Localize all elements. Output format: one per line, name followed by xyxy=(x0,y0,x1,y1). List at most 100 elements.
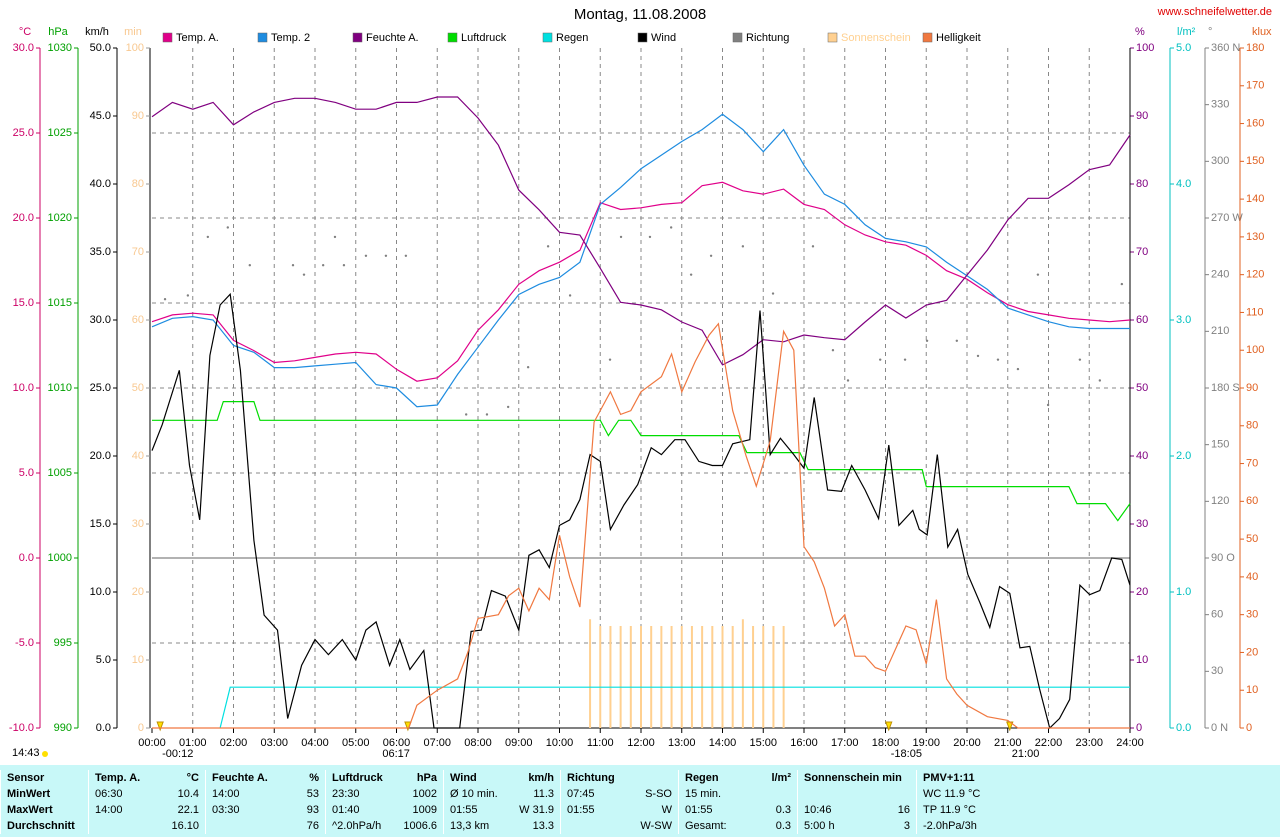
y-tick-label: 150 xyxy=(1246,155,1264,167)
axis-unit: hPa xyxy=(48,26,68,38)
direction-dot xyxy=(648,235,652,239)
y-tick-label: 40.0 xyxy=(90,178,111,190)
legend-swatch xyxy=(732,32,743,43)
direction-dot xyxy=(1046,403,1050,407)
y-tick-label: 50 xyxy=(132,382,144,394)
axis-unit: min xyxy=(124,26,142,38)
direction-dot xyxy=(996,358,1000,361)
cell-text: Richtung xyxy=(567,772,615,784)
source: www.schneifelwetter.de xyxy=(1157,6,1272,18)
cell-text: W-SW xyxy=(640,820,672,832)
axis-unit: klux xyxy=(1252,26,1272,38)
event-marker xyxy=(885,721,893,732)
x-tick-label: 09:00 xyxy=(505,737,533,749)
y-tick-label: 1015 xyxy=(48,297,72,309)
y-tick-label: 80 xyxy=(1136,178,1148,190)
cell-text: ^2.0hPa/h xyxy=(332,820,382,832)
y-tick-label: 0 xyxy=(1136,722,1142,734)
y-tick-label: 180 xyxy=(1246,42,1264,54)
cell-text: 1009 xyxy=(412,804,437,816)
direction-dot xyxy=(186,294,190,297)
table-cell: W-SW xyxy=(560,818,678,834)
x-tick-label: 23:00 xyxy=(1075,737,1103,749)
y-tick-label: 25.0 xyxy=(13,127,34,139)
direction-dot xyxy=(404,254,408,257)
cell-text: W 31.9 xyxy=(519,804,554,816)
y-tick-label: 70 xyxy=(132,246,144,258)
y-tick-label: 60 xyxy=(1211,609,1223,621)
y-tick-label: 10.0 xyxy=(90,586,111,598)
y-tick-label: 80 xyxy=(1246,420,1258,432)
legend-label: Wind xyxy=(651,32,676,44)
legend-swatch xyxy=(447,32,458,43)
legend-label: Richtung xyxy=(746,32,789,44)
cell-text: 01:55 xyxy=(685,804,713,816)
legend-swatch xyxy=(257,32,268,43)
y-tick-label: 30 xyxy=(1246,609,1258,621)
legend-label: Temp. A. xyxy=(176,32,219,44)
y-tick-label: 40 xyxy=(1136,450,1148,462)
cell-text: Gesamt: xyxy=(685,820,727,832)
cell-text: 01:40 xyxy=(332,804,360,816)
cell-text: -2.0hPa/3h xyxy=(923,820,977,832)
table-cell: 06:30 10.4 xyxy=(88,786,205,802)
direction-dot xyxy=(619,235,623,239)
x-tick-label: 21:00 xyxy=(994,737,1022,749)
table-cell: Ø 10 min. 11.3 xyxy=(443,786,560,802)
x-tick-label: 22:00 xyxy=(1035,737,1063,749)
y-tick-label: 5.0 xyxy=(19,467,34,479)
table-cell: 23:30 1002 xyxy=(325,786,443,802)
direction-dot xyxy=(669,226,673,229)
axis-unit: km/h xyxy=(85,26,109,38)
table-cell: MaxWert xyxy=(0,802,88,818)
y-tick-label: 10.0 xyxy=(13,382,34,394)
direction-dot xyxy=(333,235,337,239)
direction-dot xyxy=(163,298,167,301)
table-cell: Regen l/m² xyxy=(678,770,797,786)
x-tick-label: 06:00 xyxy=(383,737,411,749)
cell-text: 93 xyxy=(306,804,319,816)
cell-text: % xyxy=(309,772,319,784)
x-tick-label: 19:00 xyxy=(912,737,940,749)
event-label: 06:17 xyxy=(382,748,410,760)
cell-text: PMV+1:11 xyxy=(923,772,975,784)
series-line xyxy=(152,401,1131,522)
cell-text: 3 xyxy=(903,820,910,832)
direction-dot xyxy=(1098,379,1102,382)
direction-dot xyxy=(485,413,489,416)
cell-text: 22.1 xyxy=(177,804,199,816)
direction-dot xyxy=(741,245,745,248)
y-tick-label: 5.0 xyxy=(96,654,111,666)
x-tick-label: 12:00 xyxy=(627,737,655,749)
chart: Montag, 11.08.2008 www.schneifelwetter.d… xyxy=(9,6,1272,760)
event-label: 21:00 xyxy=(1012,748,1040,760)
direction-dot xyxy=(608,358,612,361)
y-tick-label: 120 xyxy=(1211,495,1229,507)
table-cell: Sonnenschein min xyxy=(797,770,916,786)
y-tick-label: 330 xyxy=(1211,99,1229,111)
legend-label: Sonnenschein xyxy=(841,32,911,44)
y-tick-label: 1000 xyxy=(48,552,72,564)
y-tick-label: 10 xyxy=(1136,654,1148,666)
y-tick-label: 20 xyxy=(1246,646,1258,658)
event-label: -00:12 xyxy=(162,748,193,760)
cell-text: km/h xyxy=(528,772,554,784)
cell-text: 06:30 xyxy=(95,788,123,800)
axis-unit: l/m² xyxy=(1177,26,1196,38)
series-line xyxy=(152,322,1130,729)
table-cell: 5:00 h 3 xyxy=(797,818,916,834)
table-cell: 10:46 16 xyxy=(797,802,916,818)
y-tick-label: 100 xyxy=(1136,42,1154,54)
cell-text: Sensor xyxy=(7,772,45,784)
y-tick-label: 15.0 xyxy=(90,518,111,530)
table-cell: Durchschnitt xyxy=(0,818,88,834)
direction-dot xyxy=(879,358,882,361)
direction-dot xyxy=(689,273,693,276)
y-tick-label: 60 xyxy=(132,314,144,326)
cell-text: Ø 10 min. xyxy=(450,788,498,800)
direction-dot xyxy=(364,254,368,257)
table-cell: -2.0hPa/3h xyxy=(916,818,1016,834)
table-cell: 13,3 km 13.3 xyxy=(443,818,560,834)
direction-dot xyxy=(1036,273,1040,276)
y-tick-label: 45.0 xyxy=(90,110,111,122)
